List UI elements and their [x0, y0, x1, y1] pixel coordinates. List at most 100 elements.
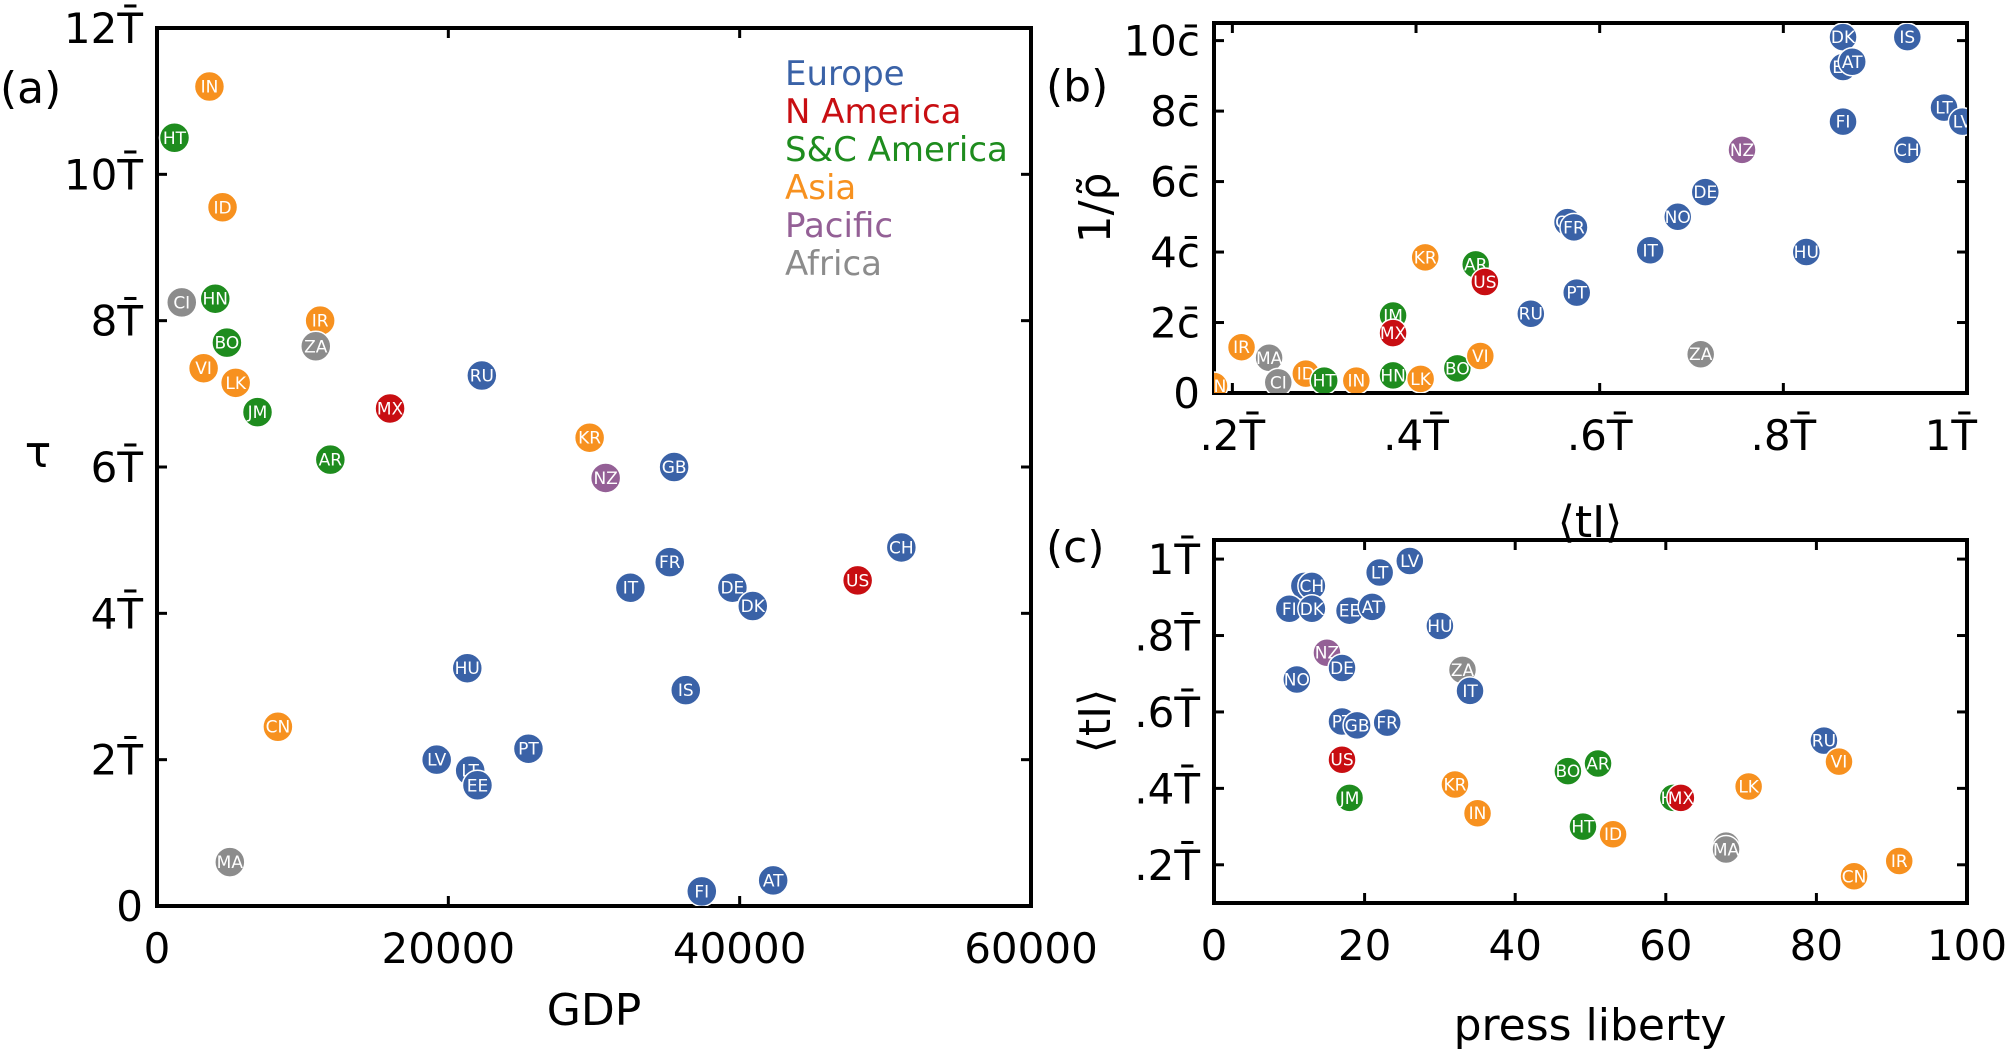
- data-point-kr: [1440, 769, 1470, 800]
- y-tick-label: 0: [1173, 369, 1200, 418]
- data-point-at: [757, 864, 789, 897]
- data-point-label: LT: [1935, 99, 1953, 119]
- data-point-kr: [1410, 242, 1440, 273]
- y-tick-label: 8c̄: [1150, 87, 1200, 136]
- data-point-label: NO: [1665, 208, 1691, 228]
- data-point-de: [1327, 653, 1357, 683]
- data-point-us: [1470, 267, 1500, 297]
- data-point-label: VI: [1831, 753, 1848, 773]
- data-point-label: JM: [1339, 789, 1360, 809]
- data-point-label: CH: [889, 538, 914, 558]
- data-point-label: KR: [1414, 248, 1437, 268]
- x-tick-label: 20000: [382, 924, 516, 973]
- data-point-label: FR: [1376, 714, 1398, 734]
- data-point-label: HT: [1313, 372, 1337, 392]
- data-point-mx: [374, 392, 406, 425]
- data-point-label: ID: [213, 198, 231, 218]
- data-point-lt: [1364, 557, 1395, 588]
- data-point-lv: [1395, 546, 1425, 576]
- data-point-dk: [1297, 594, 1327, 624]
- data-point-ci: [1263, 367, 1294, 393]
- data-point-fi: [1828, 106, 1858, 137]
- data-point-mx: [1666, 783, 1696, 813]
- data-point-label: CH: [1895, 141, 1920, 161]
- data-point-label: EE: [467, 776, 488, 796]
- data-point-ir: [1226, 332, 1257, 362]
- data-point-it: [1455, 676, 1485, 706]
- data-point-label: BO: [1556, 762, 1581, 782]
- data-point-label: BO: [215, 334, 240, 354]
- data-point-ma: [214, 846, 246, 878]
- data-point-label: KR: [578, 429, 601, 449]
- data-point-label: US: [846, 571, 869, 591]
- data-point-label: AR: [1586, 755, 1610, 775]
- data-point-label: FR: [659, 553, 681, 573]
- data-point-label: JM: [247, 403, 268, 423]
- data-point-no: [1662, 202, 1693, 232]
- data-point-label: DK: [1300, 600, 1325, 620]
- data-point-label: RU: [470, 367, 494, 387]
- data-point-id: [206, 191, 239, 224]
- y-tick-label: 6c̄: [1150, 158, 1200, 207]
- data-point-gb: [658, 451, 690, 483]
- data-point-label: AT: [763, 871, 784, 891]
- data-point-label: LK: [225, 374, 246, 394]
- data-point-us: [841, 564, 874, 597]
- data-point-label: NO: [1284, 670, 1310, 690]
- data-point-label: EE: [1339, 602, 1360, 622]
- data-point-label: HT: [1571, 818, 1595, 838]
- data-point-ht: [1309, 365, 1339, 393]
- data-point-us: [1327, 744, 1357, 775]
- data-point-jm: [241, 396, 274, 428]
- data-point-label: LV: [1953, 113, 1973, 133]
- y-tick-label: 10T̄: [64, 149, 143, 200]
- data-point-lv: [1947, 106, 1967, 137]
- data-point-ma: [1711, 834, 1741, 865]
- data-point-hn: [199, 282, 232, 315]
- data-point-label: DK: [741, 597, 766, 617]
- data-point-label: NZ: [1730, 141, 1754, 161]
- data-point-label: IS: [678, 681, 694, 701]
- data-point-label: IT: [1462, 682, 1478, 702]
- data-point-label: HU: [1794, 243, 1819, 263]
- legend-entry: S&C America: [785, 130, 1008, 170]
- plot-frame: [1212, 538, 1969, 905]
- data-point-lk: [219, 367, 252, 399]
- data-point-lv: [420, 743, 453, 776]
- data-point-vi: [1824, 746, 1854, 777]
- y-axis-label: ⟨tI⟩: [1070, 689, 1121, 754]
- data-point-de: [716, 571, 749, 604]
- data-point-ht: [1568, 811, 1598, 842]
- x-tick-label: .2T̄: [1199, 409, 1265, 460]
- data-point-label: IR: [1891, 852, 1908, 872]
- x-tick-label: 0: [1201, 921, 1228, 970]
- data-point-label: AR: [319, 451, 343, 471]
- data-point-in: [193, 70, 226, 103]
- y-tick-label: 2T̄: [91, 734, 144, 785]
- data-point-label: VI: [195, 359, 212, 379]
- data-point-hu: [1791, 237, 1822, 267]
- data-point-in: [1341, 365, 1372, 393]
- data-point-label: GB: [1345, 716, 1370, 736]
- data-point-label: CI: [173, 293, 190, 313]
- data-point-id: [1598, 819, 1628, 849]
- data-point-ht: [158, 122, 191, 154]
- data-point-label: CN: [266, 718, 291, 738]
- x-tick-label: 40: [1488, 921, 1541, 970]
- data-point-za: [1685, 339, 1716, 369]
- data-points: CNIRMACIIDHTINJMMXHNLKKRBOARUSVIRUGBFRPT…: [1214, 23, 1973, 393]
- data-point-ci: [166, 286, 198, 319]
- data-point-label: DE: [720, 579, 744, 599]
- y-tick-label: .6T̄: [1134, 686, 1200, 737]
- data-point-pt: [1561, 277, 1592, 308]
- legend-entry: Asia: [785, 168, 856, 208]
- data-point-ru: [1809, 725, 1839, 756]
- data-point-label: IT: [623, 579, 639, 599]
- data-point-label: DE: [1330, 659, 1354, 679]
- data-point-label: RU: [1812, 732, 1836, 752]
- plot-frame: [1212, 21, 1969, 395]
- x-tick-label: 100: [1927, 921, 2007, 970]
- data-point-fr: [653, 546, 686, 578]
